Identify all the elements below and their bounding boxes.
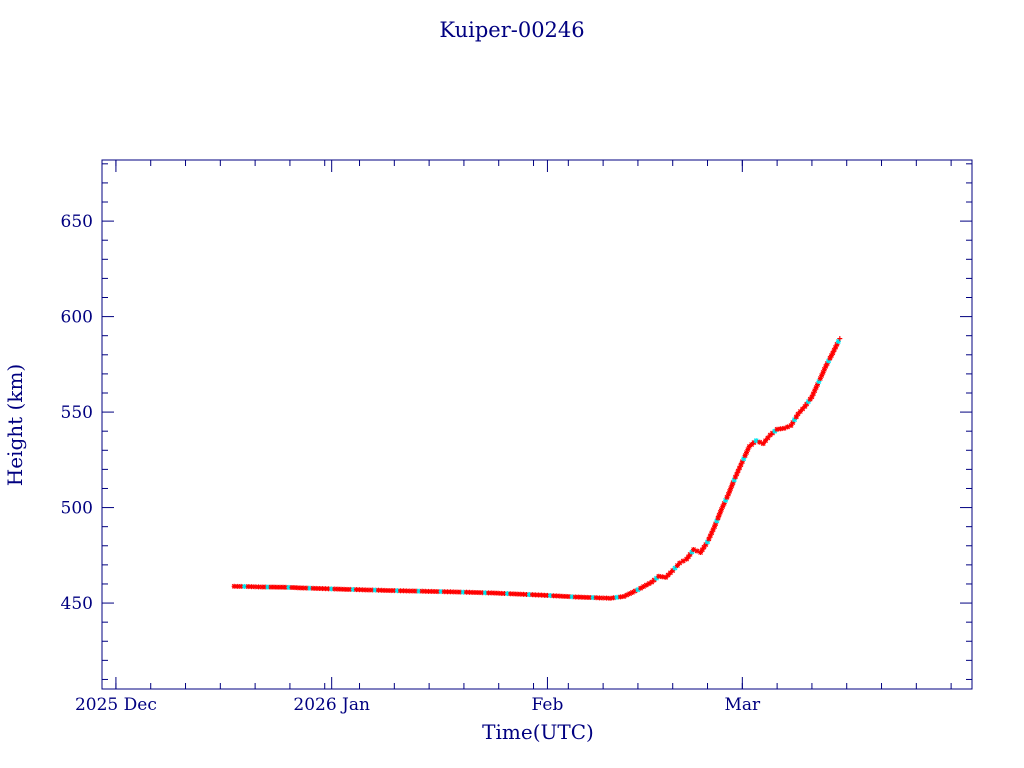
x-tick-label: 2026 Jan	[293, 695, 370, 715]
x-axis-label: Time(UTC)	[482, 720, 594, 744]
y-tick-label: 650	[61, 212, 93, 232]
x-tick-label: Feb	[532, 695, 564, 715]
data-point	[807, 396, 813, 402]
data-point-stroke	[607, 595, 613, 601]
data-point	[727, 488, 733, 494]
data-point-stroke	[694, 548, 700, 554]
data-point-stroke	[659, 574, 665, 580]
series-line	[234, 338, 841, 600]
y-tick-label: 500	[61, 499, 93, 519]
y-tick-label: 550	[61, 403, 93, 423]
x-tick-label: 2025 Dec	[75, 695, 157, 715]
data-point-stroke	[656, 573, 662, 579]
y-axis-label: Height (km)	[3, 364, 27, 486]
data-point	[621, 593, 627, 599]
y-tick-label: 450	[61, 594, 93, 614]
data-series	[231, 336, 843, 601]
data-point	[749, 442, 755, 448]
data-point	[707, 533, 713, 539]
data-point	[767, 432, 773, 438]
data-point	[627, 591, 633, 597]
data-point-stroke	[611, 595, 617, 601]
data-point-stroke	[753, 438, 759, 444]
data-point	[802, 403, 808, 409]
data-point	[837, 336, 843, 342]
data-point-stroke	[618, 594, 623, 600]
y-tick-label: 600	[61, 308, 93, 328]
data-point	[797, 409, 803, 414]
data-point-stroke	[774, 426, 780, 432]
plot-frame	[101, 159, 973, 690]
data-point-stroke	[691, 547, 697, 553]
data-point	[774, 426, 780, 432]
axis-ticks	[102, 160, 972, 689]
data-point	[404, 588, 410, 594]
axis-tick-labels: 450 500 550 600 650 2025 Dec 2026 Jan Feb Mar	[61, 212, 761, 715]
data-point-stroke	[614, 594, 620, 600]
x-tick-label: Mar	[724, 695, 761, 715]
chart-title: Kuiper-00246	[439, 18, 584, 42]
data-point-stroke	[778, 426, 784, 432]
data-point	[614, 594, 620, 600]
data-point-stroke	[757, 439, 763, 445]
data-point-stroke	[677, 560, 683, 566]
